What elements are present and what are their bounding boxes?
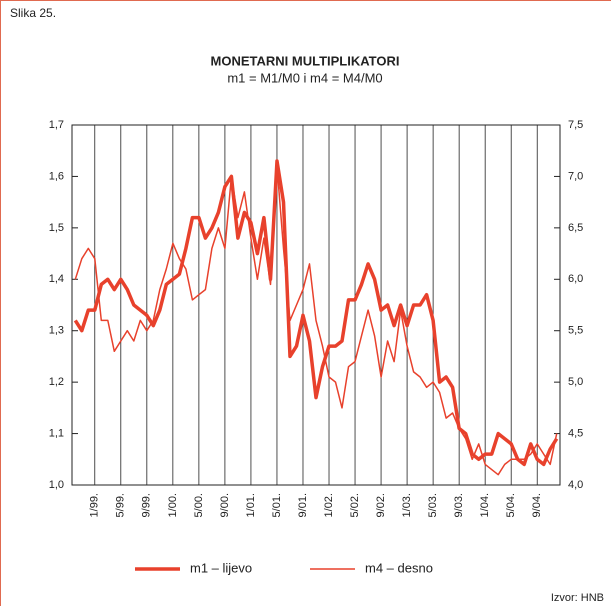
y-tick-label: 1,5 [49,222,64,234]
y-tick-label: 1,1 [49,427,64,439]
x-tick-label: 9/03. [453,493,465,517]
chart-subtitle: m1 = M1/M0 i m4 = M4/M0 [227,70,382,85]
x-tick-label: 9/01. [297,493,309,517]
y2-tick-label: 6,0 [568,273,583,285]
x-tick-label: 5/01. [271,493,283,517]
y2-tick-label: 4,5 [568,427,583,439]
y-tick-label: 1,7 [49,119,64,131]
x-tick-label: 5/04. [505,493,517,517]
y-tick-label: 1,3 [49,325,64,337]
y-tick-label: 1,6 [49,170,64,182]
x-tick-label: 1/01. [245,493,257,517]
x-tick-label: 1/03. [401,493,413,517]
x-tick-label: 9/00. [219,493,231,517]
x-tick-label: 5/99. [115,493,127,517]
x-tick-label: 1/99. [89,493,101,517]
plot-area [71,124,561,486]
x-tick-label: 5/03. [427,493,439,517]
y2-tick-label: 6,5 [568,222,583,234]
y-tick-label: 1,2 [49,376,64,388]
series-line [73,159,559,467]
y2-tick-label: 7,0 [568,170,583,182]
legend-label: m1 – lijevo [190,560,252,575]
series-line [74,165,558,476]
y2-tick-label: 4,0 [568,479,583,491]
x-tick-label: 1/00. [167,493,179,517]
y-tick-label: 1,4 [49,273,64,285]
y-tick-label: 1,0 [49,479,64,491]
legend-label: m4 – desno [365,560,433,575]
chart-title: MONETARNI MULTIPLIKATORI [211,53,400,68]
x-tick-label: 9/04. [531,493,543,517]
x-tick-label: 5/00. [193,493,205,517]
source: Izvor: HNB [551,592,604,604]
x-tick-label: 1/04. [479,493,491,517]
x-tick-label: 9/99. [141,493,153,517]
x-tick-label: 9/02. [375,493,387,517]
x-tick-label: 1/02. [323,493,335,517]
y2-tick-label: 5,5 [568,325,583,337]
y2-tick-label: 5,0 [568,376,583,388]
x-tick-label: 5/02. [349,493,361,517]
y2-tick-label: 7,5 [568,119,583,131]
figure-label: Slika 25. [10,6,56,20]
